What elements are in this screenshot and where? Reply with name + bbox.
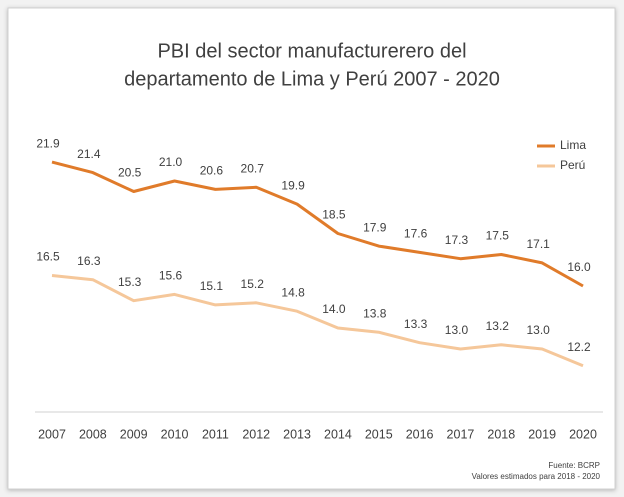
data-label: 13.0 xyxy=(526,323,550,337)
data-label: 13.3 xyxy=(404,317,428,331)
x-tick-label: 2008 xyxy=(79,427,107,441)
data-label: 13.2 xyxy=(486,319,510,333)
legend-label: Perú xyxy=(560,158,585,172)
data-label: 17.3 xyxy=(445,233,469,247)
x-tick-label: 2016 xyxy=(406,427,434,441)
data-label: 17.6 xyxy=(404,227,428,241)
data-label: 21.4 xyxy=(77,147,101,161)
data-label: 12.2 xyxy=(567,340,591,354)
data-label: 15.1 xyxy=(200,279,224,293)
data-label: 19.9 xyxy=(281,178,305,192)
data-label: 20.5 xyxy=(118,166,142,180)
x-tick-label: 2014 xyxy=(324,427,352,441)
data-label: 17.5 xyxy=(486,229,510,243)
data-label: 18.5 xyxy=(322,208,346,222)
data-label: 20.7 xyxy=(241,161,265,175)
data-label: 16.0 xyxy=(567,260,591,274)
data-label: 16.5 xyxy=(36,250,60,264)
data-label: 17.9 xyxy=(363,220,387,234)
x-tick-label: 2019 xyxy=(528,427,556,441)
series-line xyxy=(51,274,584,368)
source: Valores estimados para 2018 - 2020 xyxy=(472,472,601,481)
x-tick-label: 2012 xyxy=(242,427,270,441)
data-label: 16.3 xyxy=(77,254,101,268)
x-tick-label: 2007 xyxy=(38,427,66,441)
card xyxy=(7,7,616,490)
data-label: 14.0 xyxy=(322,302,346,316)
chart-title: departamento de Lima y Perú 2007 - 2020 xyxy=(124,68,500,90)
data-label: 14.8 xyxy=(281,285,305,299)
data-label: 21.0 xyxy=(159,155,183,169)
legend-label: Lima xyxy=(560,138,586,152)
data-label: 15.2 xyxy=(241,277,265,291)
x-tick-label: 2013 xyxy=(283,427,311,441)
x-tick-label: 2018 xyxy=(487,427,515,441)
data-label: 13.8 xyxy=(363,306,387,320)
x-tick-label: 2009 xyxy=(120,427,148,441)
data-label: 21.9 xyxy=(36,136,60,150)
data-label: 13.0 xyxy=(445,323,469,337)
data-label: 20.6 xyxy=(200,164,224,178)
data-label: 15.3 xyxy=(118,275,142,289)
x-tick-label: 2010 xyxy=(161,427,189,441)
data-label: 15.6 xyxy=(159,269,183,283)
x-tick-label: 2015 xyxy=(365,427,393,441)
x-tick-label: 2011 xyxy=(202,427,229,441)
x-tick-label: 2017 xyxy=(447,427,475,441)
source: Fuente: BCRP xyxy=(548,461,600,470)
x-tick-label: 2020 xyxy=(569,427,597,441)
chart-title: PBI del sector manufacturerero del xyxy=(157,40,466,62)
data-label: 17.1 xyxy=(526,237,550,251)
series-line xyxy=(51,160,584,288)
